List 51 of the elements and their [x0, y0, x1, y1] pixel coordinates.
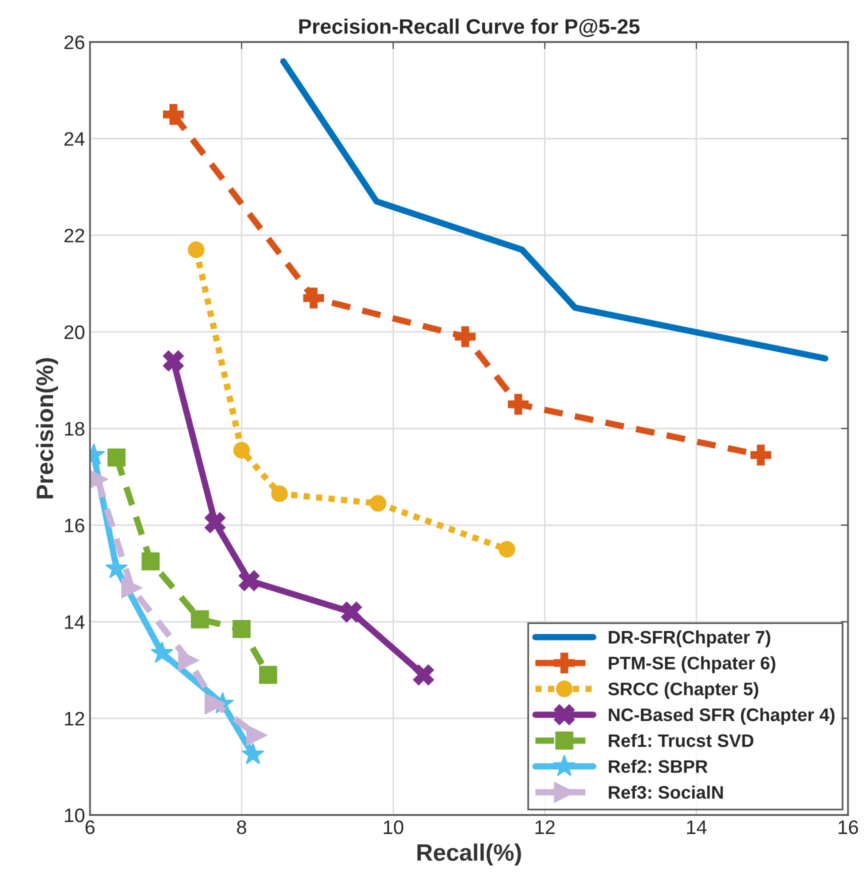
y-tick-label: 16 [64, 518, 84, 532]
x-tick-label: 8 [237, 820, 246, 834]
point [204, 512, 226, 534]
x-tick-label: 10 [384, 820, 404, 834]
point [508, 394, 529, 415]
legend-label: NC-Based SFR (Chapter 4) [608, 708, 834, 725]
point [233, 442, 250, 459]
point [259, 666, 278, 684]
y-tick-label: 24 [64, 132, 85, 146]
x-tick-label: 12 [535, 820, 555, 834]
point [162, 104, 184, 125]
x-tick-label: 14 [687, 820, 707, 834]
point [204, 693, 226, 714]
legend-label: SRCC (Chapter 5) [608, 682, 758, 699]
point [242, 742, 264, 764]
y-tick-label: 22 [64, 228, 84, 242]
y-tick-label: 26 [64, 35, 84, 50]
point [238, 570, 260, 592]
point [162, 350, 184, 372]
chart-title: Precision-Recall Curve for P@5-25 [299, 18, 640, 37]
x-tick-label: 6 [86, 820, 95, 834]
point [271, 485, 288, 502]
point [150, 641, 174, 663]
point [188, 241, 204, 258]
x-axis-title: Recall(%) [417, 844, 521, 866]
point [498, 540, 516, 558]
legend-label: Ref2: SBPR [608, 760, 708, 773]
x-tick-label: 16 [838, 820, 858, 834]
y-axis-title: Precision(%) [36, 358, 58, 498]
y-tick-label: 10 [64, 808, 84, 822]
point [108, 448, 126, 467]
point [413, 664, 434, 686]
y-tick-label: 20 [64, 325, 84, 340]
point [303, 288, 324, 308]
point [232, 620, 251, 638]
point [370, 495, 386, 512]
point [454, 326, 476, 348]
y-tick-label: 18 [64, 422, 84, 436]
point [105, 556, 128, 578]
legend-label: Ref3: SocialN [608, 786, 723, 799]
y-tick-label: 12 [64, 712, 84, 726]
point [750, 444, 772, 466]
legend-label: Ref1: Trucst SVD [608, 734, 754, 748]
point [341, 602, 362, 623]
y-tick-label: 14 [64, 615, 85, 629]
point [190, 610, 209, 628]
point [142, 552, 160, 570]
legend-label: DR-SFR(Chpater 7) [608, 630, 770, 648]
point [121, 578, 142, 598]
point [246, 724, 268, 746]
legend-label: PTM-SE (Chpater 6) [608, 656, 776, 674]
